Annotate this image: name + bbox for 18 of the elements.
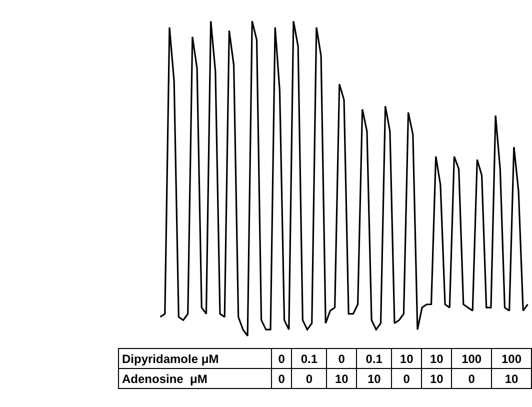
text: 100 — [492, 348, 532, 368]
text: 0 — [292, 368, 327, 388]
text: Dipyridamole μM — [118, 348, 272, 368]
text: 10 — [422, 348, 452, 368]
text: 0.1 — [356, 348, 392, 368]
text: 0.1 — [292, 348, 327, 368]
text: 10 — [492, 368, 532, 388]
text: 0 — [452, 368, 492, 388]
text: 100 — [452, 348, 492, 368]
text: 10 — [326, 368, 357, 388]
text: 10 — [422, 368, 452, 388]
text: 10 — [356, 368, 392, 388]
text: 0 — [326, 348, 357, 368]
text: 0 — [392, 368, 422, 388]
text: 0 — [272, 368, 292, 388]
text: 10 — [392, 348, 422, 368]
text: Adenosine μM — [118, 368, 272, 388]
text: 0 — [272, 348, 292, 368]
